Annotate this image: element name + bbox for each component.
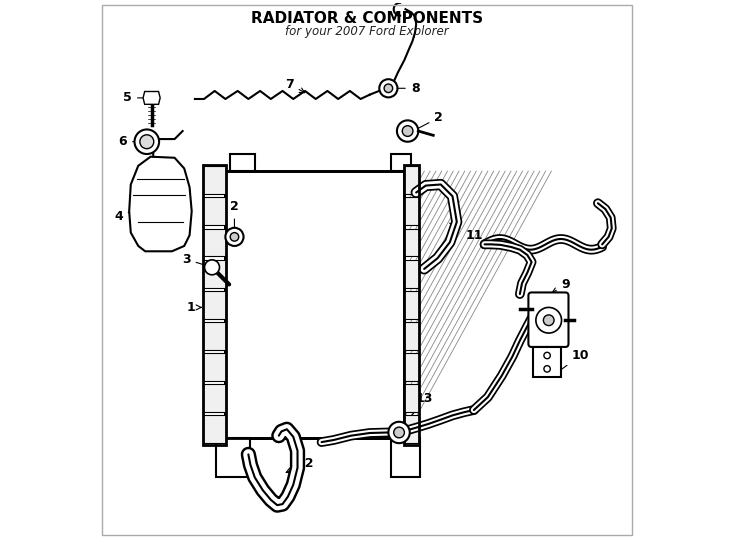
Text: 11: 11 xyxy=(450,223,483,242)
Text: 3: 3 xyxy=(182,253,209,267)
Text: 5: 5 xyxy=(123,91,149,104)
Bar xyxy=(203,166,226,194)
Text: 2: 2 xyxy=(415,111,443,130)
Polygon shape xyxy=(143,91,160,104)
Bar xyxy=(203,322,226,350)
Circle shape xyxy=(230,233,239,241)
Text: 8: 8 xyxy=(391,82,419,95)
Bar xyxy=(216,438,250,477)
Bar xyxy=(203,228,226,256)
Circle shape xyxy=(225,228,244,246)
Circle shape xyxy=(379,79,398,97)
Bar xyxy=(203,198,226,225)
Bar xyxy=(404,291,419,319)
Text: 6: 6 xyxy=(118,135,144,148)
Circle shape xyxy=(205,260,219,275)
Text: 12: 12 xyxy=(286,457,314,472)
Circle shape xyxy=(544,352,550,359)
Bar xyxy=(404,415,419,443)
Circle shape xyxy=(543,315,554,326)
Text: 2: 2 xyxy=(230,200,239,229)
Text: 9: 9 xyxy=(552,279,570,293)
Bar xyxy=(404,166,419,194)
Bar xyxy=(203,384,226,412)
Text: 10: 10 xyxy=(550,349,589,377)
Text: 4: 4 xyxy=(114,207,142,223)
Bar xyxy=(203,353,226,381)
Bar xyxy=(404,165,419,445)
Circle shape xyxy=(544,366,550,372)
Circle shape xyxy=(134,130,159,154)
Bar xyxy=(404,198,419,225)
Bar xyxy=(225,171,404,438)
Bar xyxy=(404,228,419,256)
Circle shape xyxy=(388,422,410,443)
Circle shape xyxy=(397,120,418,141)
Text: RADIATOR & COMPONENTS: RADIATOR & COMPONENTS xyxy=(251,11,483,26)
Bar xyxy=(404,353,419,381)
Polygon shape xyxy=(129,157,192,251)
Circle shape xyxy=(393,427,404,438)
Bar xyxy=(404,322,419,350)
Text: for your 2007 Ford Explorer: for your 2007 Ford Explorer xyxy=(286,25,448,38)
Circle shape xyxy=(140,135,153,148)
Text: 7: 7 xyxy=(285,78,305,93)
Circle shape xyxy=(536,307,562,333)
Bar xyxy=(203,415,226,443)
Bar xyxy=(533,348,561,377)
Text: 13: 13 xyxy=(401,392,433,429)
Circle shape xyxy=(402,126,413,137)
Bar xyxy=(203,291,226,319)
Bar xyxy=(203,165,226,445)
Bar xyxy=(404,260,419,288)
Circle shape xyxy=(384,84,393,92)
Bar xyxy=(391,154,411,171)
Bar xyxy=(230,154,255,171)
FancyBboxPatch shape xyxy=(528,293,569,347)
Bar xyxy=(203,260,226,288)
Text: 1: 1 xyxy=(186,301,201,314)
Bar xyxy=(225,171,404,438)
Bar xyxy=(391,438,421,477)
Bar xyxy=(404,384,419,412)
